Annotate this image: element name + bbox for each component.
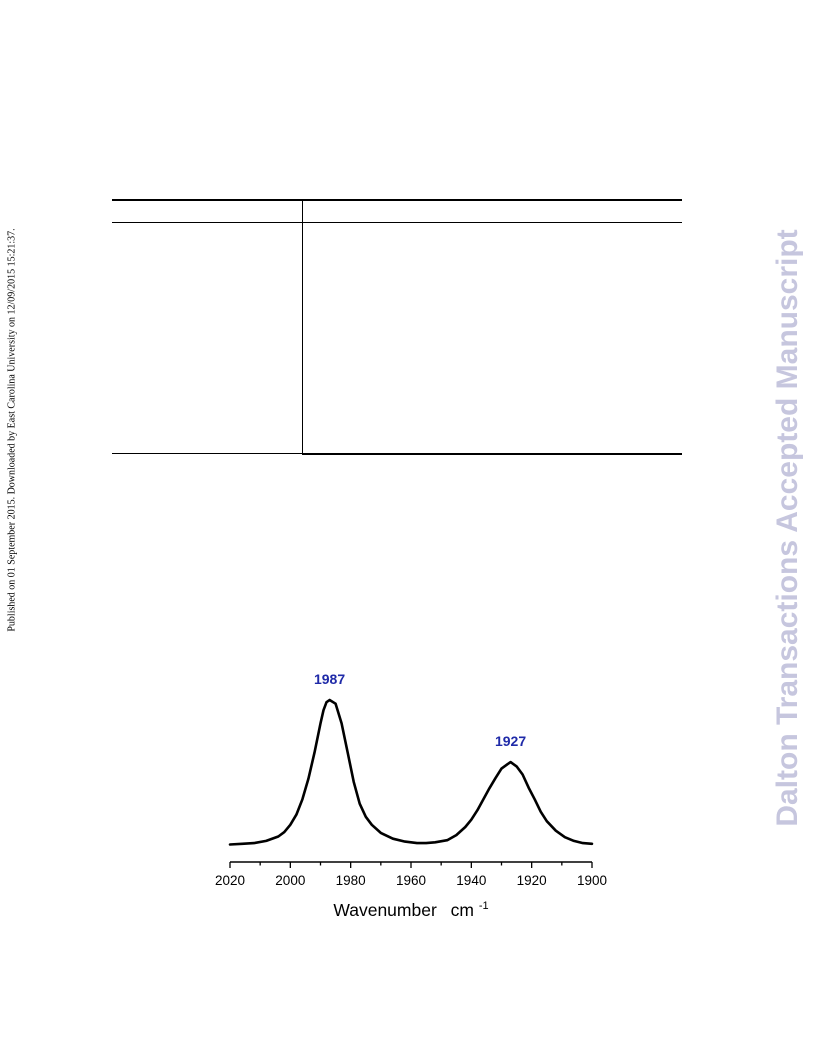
journal-watermark-text: Dalton Transactions Accepted Manuscript: [771, 228, 804, 827]
x-axis-tick-labels: 2020 2000 1980 1960 1940 1920 1900: [215, 873, 607, 888]
publication-note: Published on 01 September 2015. Download…: [4, 215, 20, 645]
x-axis-title-text: Wavenumber: [333, 900, 437, 920]
x-tick-label: 1940: [456, 873, 486, 888]
table-column-divider: [302, 199, 303, 454]
peak-label: 1987: [314, 671, 345, 687]
ir-spectrum-plot: 2020 2000 1980 1960 1940 1920 1900 1987 1927 Wa…: [215, 671, 607, 920]
spectrum-line: [228, 698, 594, 846]
x-tick-label: 1960: [396, 873, 426, 888]
x-axis-title: Wavenumber cm -1: [333, 900, 488, 920]
x-tick-label: 1980: [336, 873, 366, 888]
journal-watermark: Dalton Transactions Accepted Manuscript: [768, 205, 808, 850]
empty-table: [112, 199, 682, 457]
table-top-rule: [112, 199, 682, 201]
table-bottom-rule-right: [302, 453, 682, 455]
x-axis-unit-exponent: -1: [479, 900, 489, 912]
publication-note-text: Published on 01 September 2015. Download…: [6, 228, 18, 632]
table-header-rule: [112, 222, 682, 223]
x-tick-label: 2020: [215, 873, 245, 888]
table-bottom-rule-left: [112, 453, 302, 454]
x-tick-label: 2000: [275, 873, 305, 888]
ir-spectrum-chart: 2020 2000 1980 1960 1940 1920 1900 1987 1927 Wa…: [200, 660, 620, 930]
peak-label: 1927: [495, 733, 526, 749]
x-tick-label: 1900: [577, 873, 607, 888]
x-tick-label: 1920: [517, 873, 547, 888]
x-axis-ticks: [229, 862, 593, 868]
peak-labels: 1987 1927: [314, 671, 526, 749]
x-axis-unit-base: cm: [451, 900, 474, 920]
